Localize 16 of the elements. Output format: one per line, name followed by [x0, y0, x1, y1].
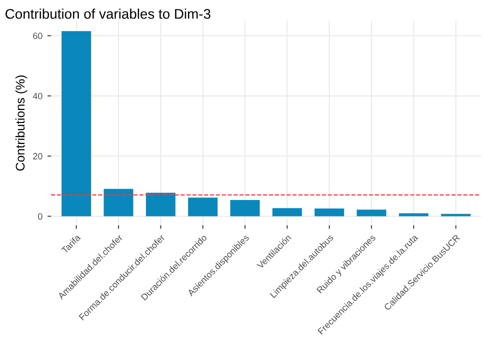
y-axis-title: Contributions (%) — [15, 75, 28, 171]
bar — [62, 31, 92, 216]
bar — [398, 213, 428, 216]
y-tick-label: 40 — [32, 92, 42, 100]
bar — [146, 192, 176, 216]
bar — [104, 188, 134, 216]
y-tick-label: 20 — [33, 153, 42, 160]
bar — [272, 208, 302, 216]
y-tick-label: 0 — [38, 213, 42, 220]
y-tick-label: 60 — [33, 32, 42, 40]
bar — [441, 214, 471, 216]
bar — [188, 198, 218, 216]
chart-title: Contribution of variables to Dim-3 — [6, 8, 210, 19]
bar — [230, 200, 260, 216]
bar — [356, 210, 386, 216]
bar — [314, 208, 344, 216]
